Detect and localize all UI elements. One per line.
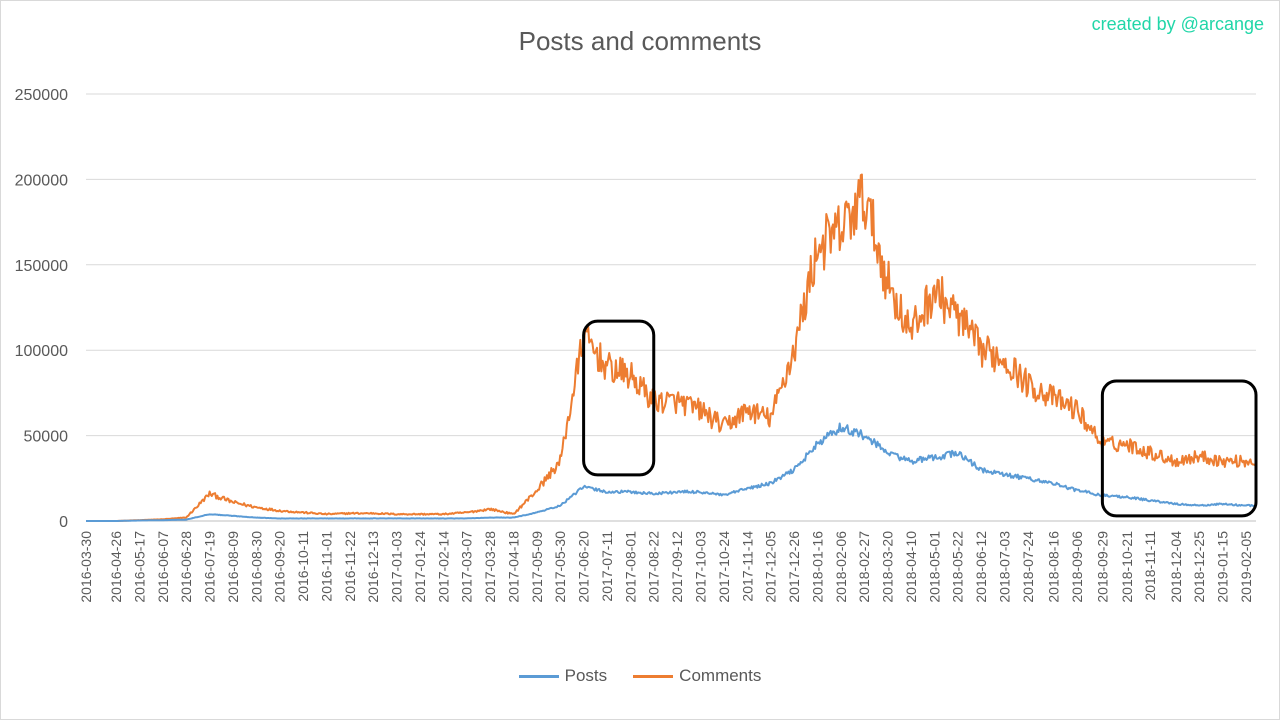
annotation-box-1 xyxy=(582,319,656,477)
x-tick-label: 2017-01-24 xyxy=(412,531,428,603)
x-tick-label: 2018-08-16 xyxy=(1045,531,1061,603)
legend: Posts Comments xyxy=(0,666,1280,686)
x-tick-label: 2017-05-30 xyxy=(552,531,568,603)
x-tick-label: 2016-09-20 xyxy=(272,531,288,603)
x-tick-label: 2016-03-30 xyxy=(78,531,94,603)
y-tick-label: 200000 xyxy=(15,172,68,189)
x-tick-label: 2017-03-07 xyxy=(459,531,475,603)
x-tick-label: 2017-11-14 xyxy=(739,531,755,602)
x-tick-label: 2017-03-28 xyxy=(482,531,498,603)
x-tick-label: 2019-02-05 xyxy=(1238,531,1254,603)
legend-label-comments: Comments xyxy=(679,666,762,685)
series-line-posts xyxy=(86,422,1257,522)
y-tick-label: 0 xyxy=(59,514,68,531)
x-tick-label: 2018-04-10 xyxy=(903,531,919,603)
x-tick-label: 2016-06-07 xyxy=(155,531,171,603)
x-tick-label: 2017-12-26 xyxy=(786,531,802,603)
annotation-box-2 xyxy=(1100,379,1258,518)
x-tick-label: 2018-12-25 xyxy=(1191,531,1207,603)
x-tick-label: 2016-11-22 xyxy=(342,531,358,602)
x-tick-label: 2017-01-03 xyxy=(389,531,405,603)
x-tick-label: 2018-10-21 xyxy=(1119,531,1135,603)
legend-swatch-posts xyxy=(518,674,559,678)
y-tick-label: 250000 xyxy=(15,87,68,104)
x-tick-label: 2018-03-20 xyxy=(880,531,896,603)
x-tick-label: 2018-05-22 xyxy=(950,531,966,603)
x-tick-label: 2016-08-30 xyxy=(248,531,264,603)
x-tick-label: 2018-07-03 xyxy=(996,531,1012,603)
x-tick-label: 2018-06-12 xyxy=(973,531,989,603)
y-tick-label: 100000 xyxy=(15,343,68,360)
x-tick-label: 2018-12-04 xyxy=(1168,531,1184,603)
x-tick-label: 2017-09-12 xyxy=(669,531,685,603)
x-tick-label: 2016-05-17 xyxy=(131,531,147,603)
x-tick-label: 2017-08-01 xyxy=(622,531,638,603)
x-tick-label: 2017-07-11 xyxy=(599,531,615,602)
legend-label-posts: Posts xyxy=(564,666,608,685)
legend-item-posts: Posts xyxy=(518,666,608,686)
x-tick-label: 2017-02-14 xyxy=(435,531,451,603)
x-tick-label: 2018-09-06 xyxy=(1069,531,1085,603)
x-tick-label: 2016-11-01 xyxy=(318,531,334,602)
x-tick-label: 2017-05-09 xyxy=(529,531,545,603)
x-tick-label: 2016-12-13 xyxy=(365,531,381,603)
x-tick-label: 2016-08-09 xyxy=(225,531,241,603)
y-tick-label: 150000 xyxy=(15,258,68,275)
x-tick-label: 2018-02-06 xyxy=(833,531,849,603)
chart-title: Posts and comments xyxy=(518,26,762,56)
x-tick-label: 2017-10-03 xyxy=(693,531,709,603)
x-tick-label: 2018-11-11 xyxy=(1142,531,1158,601)
x-tick-label: 2018-05-01 xyxy=(926,531,942,603)
x-tick-label: 2018-07-24 xyxy=(1020,531,1036,603)
legend-swatch-comments xyxy=(633,674,674,678)
x-tick-label: 2016-10-11 xyxy=(295,531,311,602)
x-tick-label: 2018-02-27 xyxy=(856,531,872,603)
x-tick-label: 2016-06-28 xyxy=(178,531,194,603)
x-tick-label: 2018-09-29 xyxy=(1094,531,1110,603)
x-tick-label: 2017-08-22 xyxy=(646,531,662,603)
credit-label: created by @arcange xyxy=(1091,14,1264,34)
x-tick-label: 2019-01-15 xyxy=(1215,531,1231,603)
x-tick-label: 2017-06-20 xyxy=(576,531,592,603)
legend-item-comments: Comments xyxy=(633,666,761,686)
x-tick-label: 2018-01-16 xyxy=(809,531,825,603)
y-tick-label: 50000 xyxy=(24,429,69,446)
x-tick-label: 2016-07-19 xyxy=(202,531,218,603)
x-tick-label: 2017-04-18 xyxy=(505,531,521,603)
series-line-comments xyxy=(86,173,1257,522)
x-tick-label: 2017-10-24 xyxy=(716,531,732,603)
x-tick-label: 2017-12-05 xyxy=(763,531,779,603)
x-tick-label: 2016-04-26 xyxy=(108,531,124,603)
